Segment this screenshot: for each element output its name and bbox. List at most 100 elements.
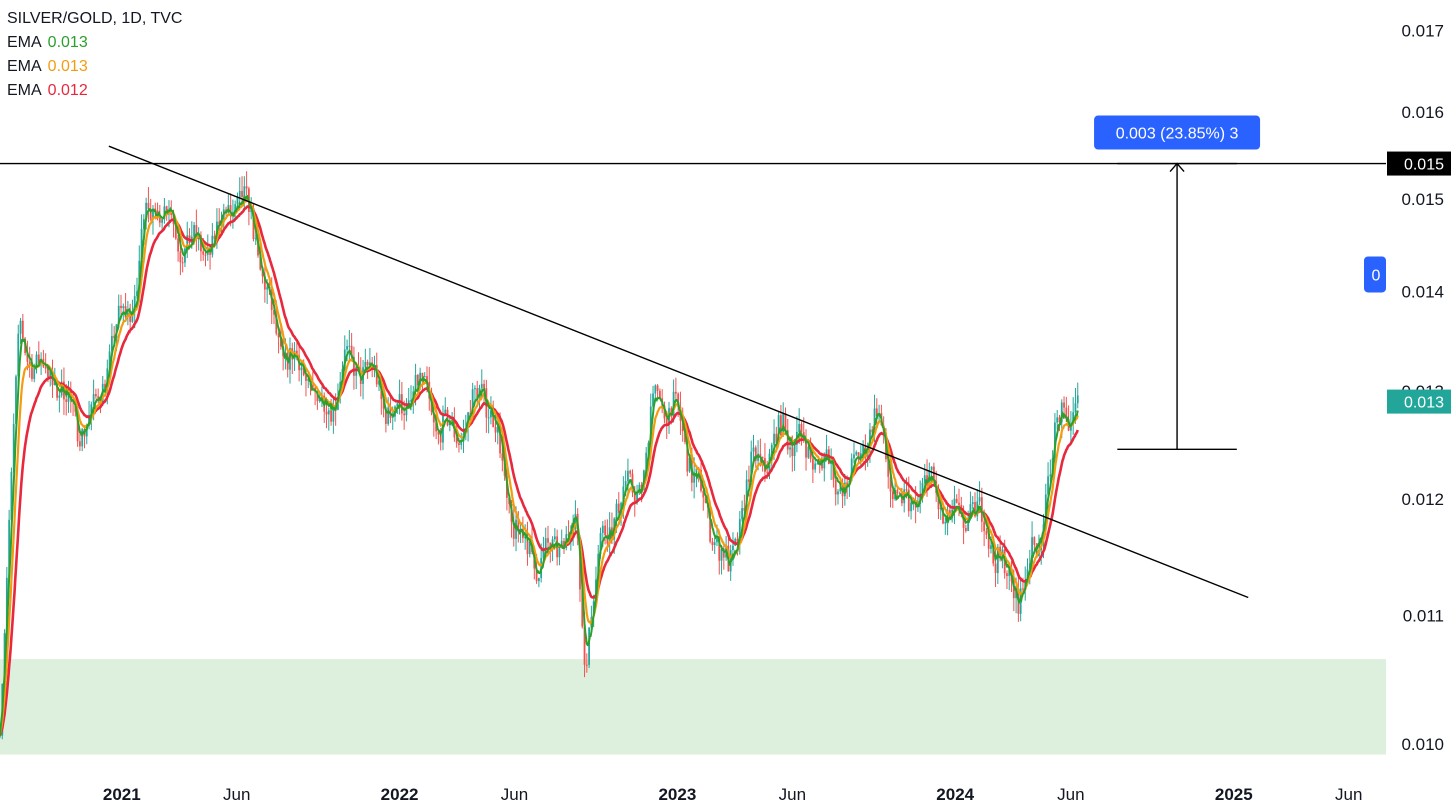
candle-body: [898, 492, 901, 494]
legend-ema-mid[interactable]: EMA 0.013: [7, 55, 182, 79]
candle-body: [857, 452, 860, 458]
candle-body: [426, 376, 428, 382]
candle-body: [549, 542, 552, 548]
y-tick-label: 0.010: [1401, 735, 1444, 754]
candle-body: [711, 541, 714, 546]
candle-body: [108, 351, 111, 369]
candle-body: [95, 394, 97, 397]
ema-fast-line: [0, 194, 1079, 736]
candle-body: [693, 472, 696, 483]
candle-body: [761, 457, 764, 459]
candle-body: [649, 406, 652, 443]
support-zone: [0, 659, 1386, 755]
candle-body: [277, 333, 280, 338]
candle-body: [0, 735, 1, 737]
candle-body: [218, 221, 221, 225]
current-price-label: 0.013: [1404, 395, 1444, 412]
candle-body: [601, 525, 604, 534]
candle-body: [332, 405, 335, 422]
x-tick-label: 2025: [1215, 785, 1253, 804]
candle-body: [738, 519, 741, 545]
candle-body: [37, 354, 40, 364]
candle-body: [910, 502, 912, 512]
candle-body: [305, 375, 307, 381]
candle-body: [85, 425, 88, 437]
price-axis[interactable]: 0.017 0.016 0.015 0.014 0.013 0.012 0.011 0.010: [1401, 22, 1444, 754]
candle-body: [750, 451, 753, 482]
descending-trendline[interactable]: [108, 145, 1249, 599]
candle-body: [853, 454, 855, 459]
candle-body: [446, 409, 449, 426]
candle-body: [79, 441, 81, 447]
candle-body: [654, 385, 657, 394]
candle-body: [432, 411, 435, 423]
candle-body: [33, 367, 36, 379]
ema-mid-value: 0.013: [47, 58, 88, 75]
ema-mid-line: [0, 197, 1079, 736]
candle-body: [823, 454, 826, 469]
candle-body: [674, 391, 677, 394]
candle-body: [195, 225, 198, 238]
candle-body: [944, 521, 947, 524]
candle-body: [581, 589, 584, 627]
candle-body: [839, 488, 842, 492]
candle-body: [599, 533, 602, 554]
candle-body: [403, 413, 406, 416]
candle-body: [921, 482, 924, 495]
time-axis[interactable]: 2021 Jun 2022 Jun 2023 Jun 2024 Jun 2025 Jun: [103, 785, 1363, 804]
candle-body: [398, 394, 401, 404]
candle-body: [1060, 402, 1063, 423]
candle-body: [992, 545, 995, 564]
candle-body: [499, 425, 501, 454]
candle-body: [437, 431, 440, 435]
candle-body: [807, 446, 810, 458]
candle-body: [969, 504, 972, 519]
candle-body: [670, 408, 673, 417]
measure-label: 0.003 (23.85%) 3: [1116, 126, 1239, 143]
candle-body: [476, 388, 479, 399]
legend-ema-fast[interactable]: EMA 0.013: [7, 31, 182, 55]
candle-body: [759, 453, 762, 458]
candle-body: [983, 521, 986, 532]
candle-body: [318, 398, 321, 402]
candle-body: [378, 380, 380, 385]
candle-body: [1065, 407, 1068, 420]
candle-body: [846, 482, 849, 486]
candle-body: [688, 457, 691, 472]
ema-slow-value: 0.012: [47, 82, 88, 99]
candle-body: [458, 443, 460, 445]
candle-body: [932, 466, 935, 482]
y-tick-label: 0.017: [1401, 22, 1444, 41]
candle-body: [515, 519, 517, 539]
candle-body: [58, 395, 61, 398]
candle-body: [583, 626, 586, 665]
candle-body: [636, 492, 638, 504]
candle-body: [142, 219, 145, 229]
candle-body: [1012, 581, 1015, 599]
candle-body: [732, 545, 734, 551]
ema-mid-label: EMA: [7, 58, 42, 75]
candle-body: [677, 393, 680, 408]
x-tick-label: 2021: [103, 785, 141, 804]
candle-body: [193, 225, 195, 237]
candle-body: [414, 374, 417, 392]
candle-body: [131, 312, 134, 322]
candle-body: [809, 446, 812, 459]
candle-body: [158, 216, 161, 223]
candle-body: [875, 408, 878, 417]
candle-body: [113, 335, 116, 339]
candles-layer: [0, 171, 1079, 740]
candle-body: [236, 197, 239, 205]
candle-body: [850, 458, 853, 481]
measure-tool[interactable]: 0.003 (23.85%) 3: [1094, 115, 1261, 451]
y-tick-label: 0.015: [1401, 190, 1444, 209]
symbol-title[interactable]: SILVER/GOLD, 1D, TVC: [7, 10, 183, 27]
legend-ema-slow[interactable]: EMA 0.012: [7, 79, 182, 103]
candle-body: [1058, 417, 1061, 423]
candle-body: [161, 219, 164, 223]
y-tick-label: 0.012: [1401, 490, 1444, 509]
candle-body: [645, 452, 648, 471]
candle-body: [1056, 417, 1059, 423]
candle-body: [12, 423, 15, 472]
